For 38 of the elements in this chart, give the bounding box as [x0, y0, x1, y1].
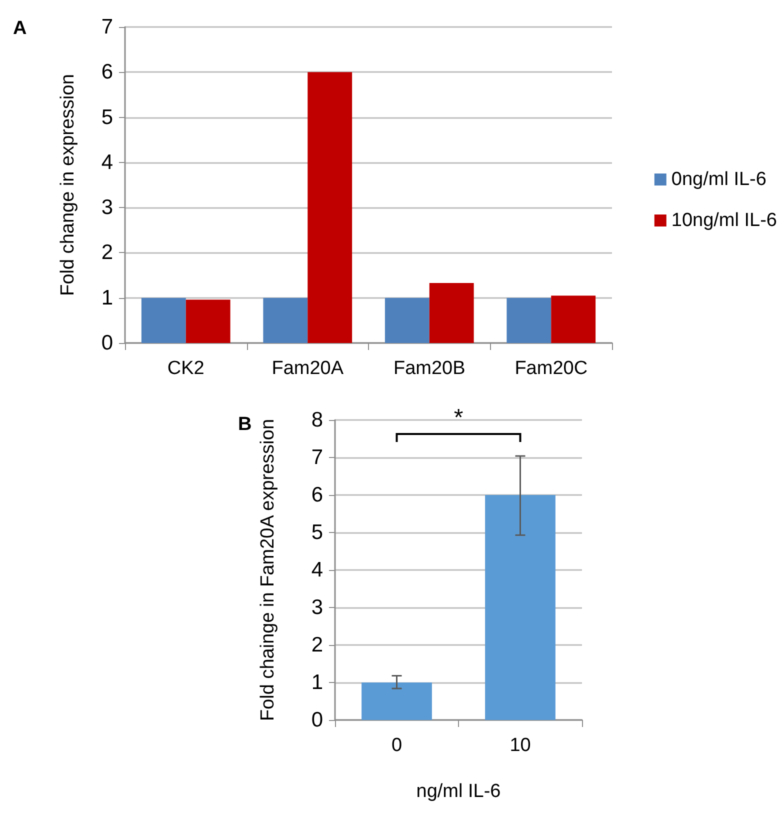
y-tick-label: 3 [101, 196, 113, 220]
y-tick-label: 1 [311, 671, 323, 694]
chart-title: A [13, 18, 27, 39]
bar [506, 298, 552, 343]
y-tick-label: 8 [311, 408, 323, 432]
y-axis-title: Fold change in expression [58, 74, 78, 296]
y-tick-label: 4 [311, 558, 324, 582]
legend-label: 10ng/ml IL-6 [671, 210, 778, 231]
y-tick-label: 1 [101, 286, 113, 310]
y-tick-label: 2 [101, 241, 113, 264]
y-tick-label: 5 [101, 106, 113, 129]
y-tick-label: 0 [311, 708, 323, 732]
bar [263, 298, 308, 343]
y-tick-label: 6 [311, 484, 323, 506]
x-axis-title: ng/ml IL-6 [416, 781, 501, 802]
y-axis-title: Fold chainge in Fam20A expression [258, 418, 278, 722]
x-tick-label: CK2 [167, 358, 204, 379]
y-tick-label: 6 [101, 60, 113, 84]
x-tick-label: Fam20B [393, 358, 466, 379]
x-tick-label: Fam20A [272, 358, 344, 379]
y-tick-label: 2 [311, 634, 323, 656]
x-tick-label: Fam20C [514, 358, 588, 379]
y-tick-label: 0 [101, 332, 113, 354]
chart-title: B [238, 414, 252, 435]
y-tick-label: 7 [101, 16, 113, 38]
bar [186, 300, 230, 343]
bar [551, 296, 596, 343]
bar [308, 72, 352, 343]
y-tick-label: 3 [311, 596, 323, 619]
y-tick-label: 7 [311, 446, 323, 469]
y-tick-label: 4 [101, 150, 114, 174]
bar [429, 282, 474, 343]
x-tick-label: 10 [510, 735, 531, 756]
y-tick-label: 5 [311, 521, 323, 544]
bar [141, 298, 186, 343]
bar [384, 298, 430, 343]
legend-label: 0ng/ml IL-6 [671, 169, 766, 190]
annotation: * [454, 404, 464, 432]
